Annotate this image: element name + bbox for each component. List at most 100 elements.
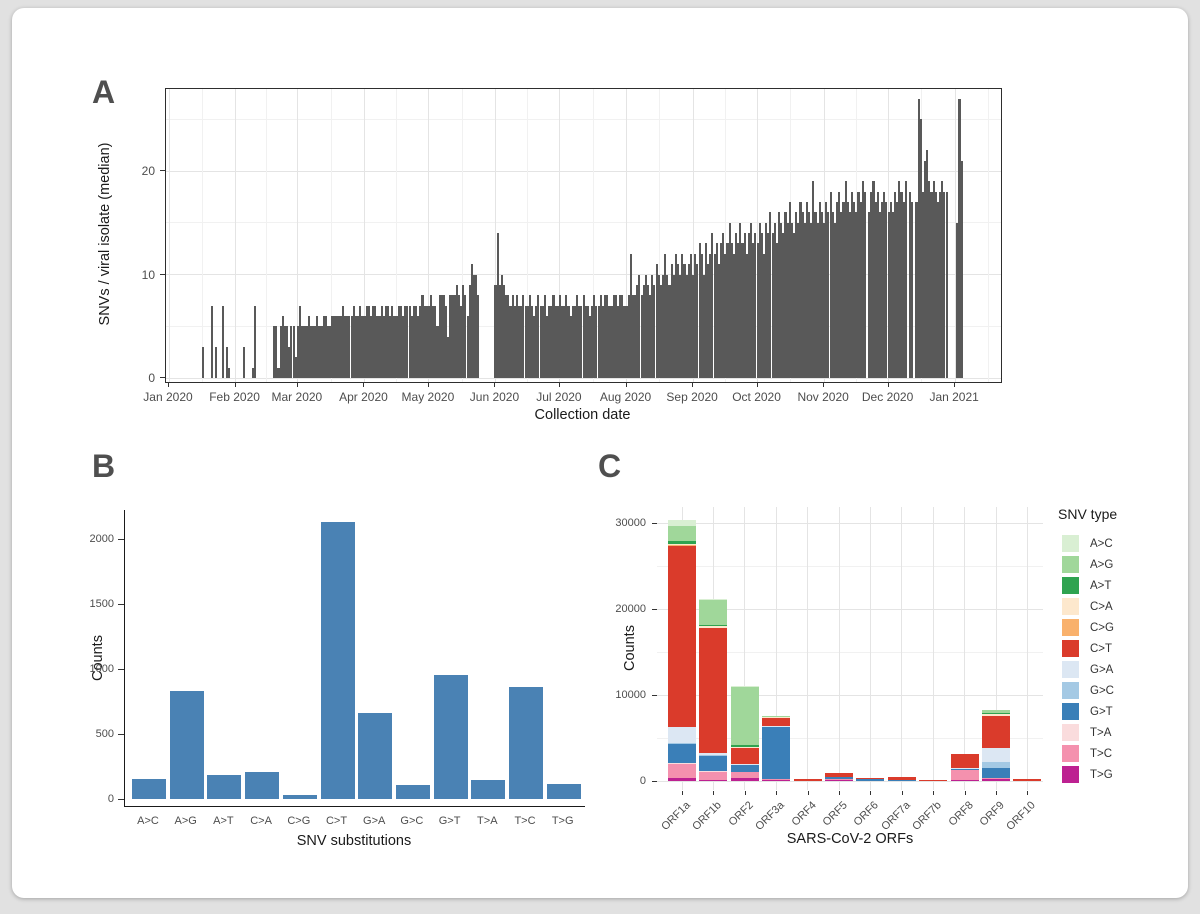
daily-snv-bar — [760, 233, 763, 378]
daily-snv-bar — [651, 274, 654, 378]
daily-snv-bar — [958, 98, 961, 378]
daily-snv-bar — [567, 305, 570, 378]
gridline-major-v — [838, 507, 840, 790]
daily-snv-bar — [561, 305, 564, 378]
daily-snv-bar — [384, 305, 387, 378]
daily-snv-bar — [344, 315, 347, 378]
daily-snv-bar — [677, 264, 680, 378]
x-axis-tick — [692, 382, 694, 387]
daily-snv-bar — [406, 305, 409, 378]
daily-snv-bar — [659, 284, 662, 378]
daily-snv-bar — [417, 315, 420, 378]
daily-snv-bar — [857, 191, 860, 378]
daily-snv-bar — [900, 191, 903, 378]
orf-stack-segment-T-to-C — [668, 763, 696, 779]
daily-snv-bar — [202, 346, 205, 378]
daily-snv-bar — [844, 181, 847, 378]
orf-stack-segment-A-to-G — [668, 525, 696, 542]
daily-snv-bar — [597, 305, 600, 378]
y-axis-tick — [118, 734, 124, 735]
daily-snv-bar — [329, 326, 332, 378]
orf-stack-segment-A-to-T — [982, 712, 1010, 714]
orf-stack-segment-C-to-T — [699, 627, 728, 753]
y-axis-tick — [160, 377, 165, 378]
gridline-minor-v — [527, 89, 529, 382]
x-axis-tick — [901, 791, 903, 795]
snv-substitution-bar — [358, 712, 393, 799]
daily-snv-bar — [430, 295, 433, 378]
daily-snv-bar — [535, 305, 538, 378]
orf-stack-segment-T-to-G — [699, 780, 728, 781]
orf-stack-segment-A-to-C — [699, 598, 728, 600]
y-axis-tick — [160, 170, 165, 171]
daily-snv-bar — [719, 243, 723, 378]
daily-snv-bar — [722, 233, 725, 378]
daily-snv-bar — [356, 315, 360, 378]
orf-stack-segment-A-to-G — [699, 599, 728, 626]
daily-snv-bar — [361, 315, 364, 378]
gridline-major-v — [901, 507, 903, 790]
daily-snv-bar — [692, 274, 695, 378]
daily-snv-bar — [556, 305, 559, 378]
daily-snv-bar — [915, 202, 918, 378]
daily-snv-bar — [717, 264, 720, 378]
daily-snv-bar — [853, 202, 856, 378]
gridline-major-v — [494, 89, 496, 382]
daily-snv-bar — [477, 295, 480, 378]
daily-snv-bar — [451, 295, 454, 378]
daily-snv-bar — [545, 315, 549, 378]
panel-b-plot-area — [124, 510, 585, 807]
orf-stack-segment-G-to-A — [982, 748, 1010, 763]
daily-snv-bar — [713, 253, 716, 378]
daily-snv-bar — [752, 243, 755, 378]
orf-stack-segment-T-to-G — [982, 779, 1010, 781]
daily-snv-bar — [745, 253, 748, 378]
daily-snv-bar — [460, 305, 463, 378]
daily-snv-bar — [730, 243, 733, 378]
daily-snv-bar — [350, 315, 353, 378]
x-tick-label: T>A — [477, 815, 498, 827]
legend-swatch-C-to-A — [1062, 598, 1079, 615]
daily-snv-bar — [855, 212, 858, 378]
gridline-minor-v — [987, 89, 989, 382]
daily-snv-bar — [878, 212, 882, 378]
daily-snv-bar — [283, 326, 287, 378]
orf-stack-segment-G-to-T — [950, 768, 979, 770]
daily-snv-bar — [956, 222, 959, 378]
x-tick-label: Dec 2020 — [861, 390, 914, 404]
orf-stack-segment-A-to-G — [762, 716, 791, 718]
daily-snv-bar — [331, 315, 334, 378]
daily-snv-bar — [215, 346, 218, 378]
daily-snv-bar — [419, 305, 422, 378]
y-tick-label: 20000 — [615, 603, 646, 615]
y-axis-tick — [652, 781, 657, 782]
orf-stack-segment-C-to-A — [730, 746, 759, 748]
legend-swatch-A-to-C — [1062, 535, 1079, 552]
x-axis-tick — [168, 382, 169, 387]
daily-snv-bar — [668, 284, 671, 378]
daily-snv-bar — [316, 315, 319, 378]
orf-stack-segment-T-to-C — [950, 769, 979, 781]
gridline-minor-h — [166, 118, 1001, 120]
gridline-major-v — [1026, 507, 1028, 790]
snv-substitution-bar — [282, 795, 317, 799]
daily-snv-bar — [812, 181, 815, 378]
daily-snv-bar — [277, 367, 280, 378]
orf-stack-segment-T-to-C — [825, 779, 853, 781]
daily-snv-bar — [376, 315, 379, 378]
daily-snv-bar — [578, 305, 581, 378]
orf-stack-segment-T-to-G — [950, 780, 979, 781]
daily-snv-bar — [735, 233, 738, 378]
gridline-minor-v — [592, 89, 594, 382]
daily-snv-bar — [887, 212, 890, 378]
orf-stack-segment-C-to-T — [668, 546, 696, 727]
x-tick-label: C>G — [287, 815, 311, 827]
daily-snv-bar — [591, 305, 594, 378]
panel-c-label: C — [598, 448, 622, 484]
daily-snv-bar — [275, 326, 278, 378]
orf-stack-segment-C-to-T — [1013, 779, 1042, 781]
panel-a-x-axis-title: Collection date — [534, 407, 631, 423]
daily-snv-bar — [921, 191, 924, 378]
daily-snv-bar — [780, 222, 783, 378]
daily-snv-bar — [941, 181, 944, 378]
